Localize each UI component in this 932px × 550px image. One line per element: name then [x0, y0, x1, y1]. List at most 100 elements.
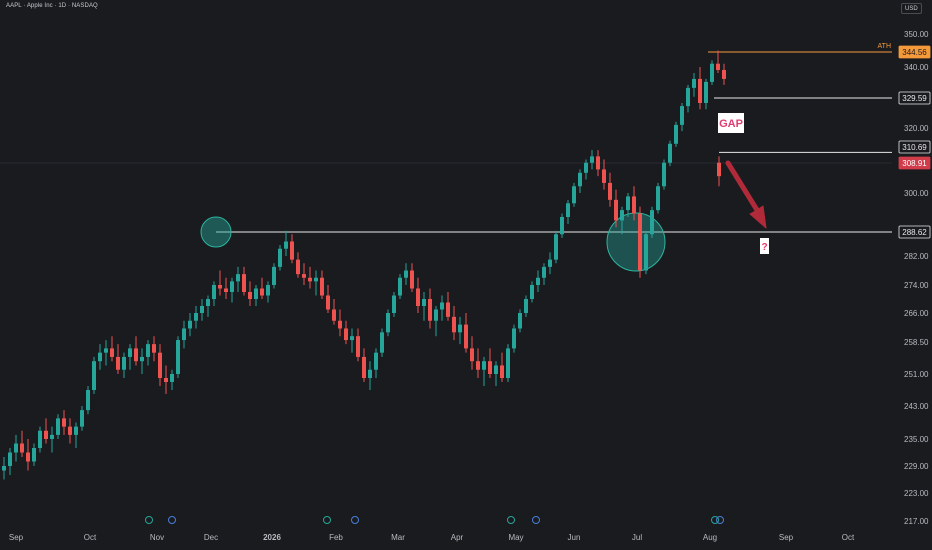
candle-body [608, 182, 612, 200]
candle [416, 277, 420, 313]
candle-body [674, 124, 678, 144]
candle [8, 448, 12, 475]
candle [392, 292, 396, 317]
candle-body [164, 378, 168, 382]
candle [650, 206, 654, 238]
candle-body [524, 299, 528, 313]
candle-body [266, 285, 270, 296]
x-tick-label: Feb [329, 533, 343, 542]
candle-body [140, 356, 144, 362]
candle [560, 213, 564, 238]
candle [344, 320, 348, 345]
candle [122, 352, 126, 378]
candle [206, 295, 210, 317]
candle-body [308, 277, 312, 282]
candle [104, 340, 108, 366]
candle [152, 336, 156, 362]
event-markers [145, 516, 724, 524]
candle-body [717, 162, 721, 177]
candle-body [284, 241, 288, 249]
candle [596, 150, 600, 177]
candle-body [74, 426, 78, 435]
y-axis: 217.00 223.00 229.00 235.00 243.00 251.00 258.… [904, 30, 929, 526]
candle [278, 245, 282, 271]
candle [116, 344, 120, 374]
candle-body [134, 348, 138, 362]
candle-body [50, 434, 54, 439]
support-price-tag: 288.62 [898, 225, 931, 239]
candle [530, 281, 534, 303]
candle-body [110, 348, 114, 357]
candle-body [188, 320, 192, 329]
candle-body [470, 348, 474, 362]
candle [350, 328, 354, 353]
candle-body [512, 328, 516, 349]
candle-body [692, 78, 696, 88]
candle-body [44, 430, 48, 439]
candle [704, 78, 708, 110]
candle [50, 426, 54, 453]
candle [44, 418, 48, 444]
y-tick-label: 251.00 [904, 370, 929, 379]
candle [626, 193, 630, 217]
y-tick-label: 266.00 [904, 309, 929, 318]
candle [428, 288, 432, 329]
candle-body [224, 288, 228, 292]
candle [410, 263, 414, 292]
candle-body [452, 316, 456, 333]
candle [542, 263, 546, 285]
candle-body [116, 356, 120, 370]
candle [482, 356, 486, 386]
highlight-circle-dec [200, 216, 232, 248]
candle [38, 426, 42, 453]
candle-body [200, 306, 204, 313]
candle [326, 285, 330, 313]
candle [128, 344, 132, 370]
candle [386, 309, 390, 337]
candle-body [656, 186, 660, 211]
candle-body [278, 248, 282, 267]
candle-body [2, 466, 6, 471]
ath-price-tag-box [898, 45, 931, 59]
support-price-tag-box [898, 225, 931, 239]
candle-body [620, 210, 624, 221]
dividend-icon [168, 516, 176, 524]
candle-body [494, 365, 498, 374]
candle-body [26, 452, 30, 462]
candle-body [596, 156, 600, 170]
candle-body [542, 266, 546, 278]
candle [674, 121, 678, 147]
candle-body [446, 302, 450, 317]
gap-label-box [718, 113, 744, 133]
candle [362, 348, 366, 382]
candle-body [590, 156, 594, 163]
candle-body [152, 344, 156, 353]
candle [374, 348, 378, 378]
candle-body [632, 196, 636, 214]
x-tick-label: Jun [568, 533, 581, 542]
candle-body [506, 348, 510, 378]
candle [164, 365, 168, 394]
currency-badge[interactable]: USD [901, 3, 922, 14]
candle-body [530, 285, 534, 299]
candle [110, 336, 114, 362]
candle-body [500, 365, 504, 378]
candle-body [536, 277, 540, 285]
y-tick-label: 258.50 [904, 338, 929, 347]
price-tags: 344.56 329.59 310.69 308.91 288.62 [898, 45, 931, 239]
candle [260, 277, 264, 299]
candle [692, 72, 696, 97]
candle [14, 434, 18, 462]
y-tick-label: 235.00 [904, 435, 929, 444]
candle [314, 270, 318, 296]
candle [590, 150, 594, 170]
dividend-icon [716, 516, 724, 524]
candle [230, 277, 234, 303]
candle-body [398, 277, 402, 296]
down-arrow-shaft [725, 160, 760, 213]
level-310-tag-text: 310.69 [902, 143, 927, 152]
projection-arrow: ? [725, 160, 769, 254]
x-tick-label: Oct [842, 533, 855, 542]
y-tick-label: 243.00 [904, 402, 929, 411]
